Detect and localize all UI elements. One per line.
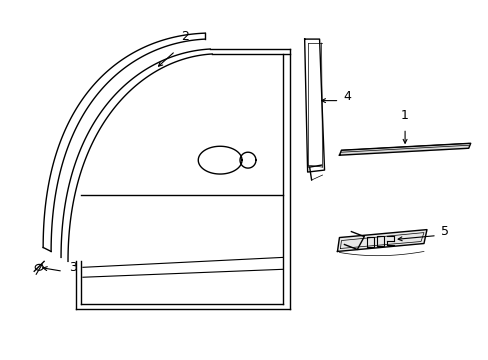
Polygon shape (337, 230, 426, 251)
Text: 3: 3 (69, 261, 77, 274)
Text: 4: 4 (343, 90, 351, 103)
Text: 2: 2 (181, 30, 189, 43)
Text: 5: 5 (440, 225, 448, 238)
Text: 1: 1 (400, 109, 408, 122)
Polygon shape (339, 143, 470, 155)
